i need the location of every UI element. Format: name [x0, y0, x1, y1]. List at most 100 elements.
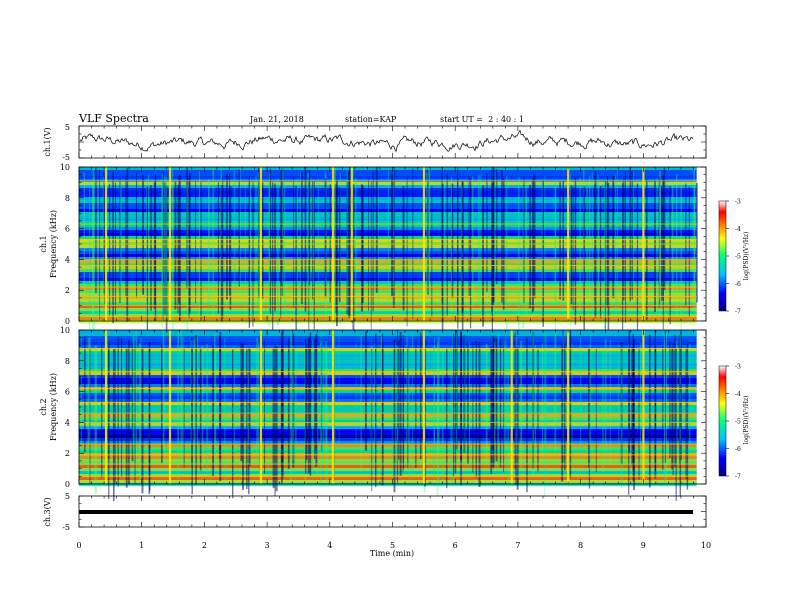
spectrogram-streak: [686, 343, 689, 490]
spectrogram-streak: [685, 183, 687, 307]
spectrogram-streak: [101, 342, 103, 478]
spectrogram-row: [79, 447, 697, 451]
spectrogram-streak: [607, 182, 610, 334]
spectrogram-streak: [392, 167, 395, 308]
spectrogram-streak: [469, 178, 472, 329]
spectrogram-streak: [112, 172, 114, 324]
spectrogram-streak: [318, 178, 319, 315]
spectrogram-streak: [119, 178, 121, 303]
spectrogram-row: [79, 336, 697, 340]
spectrogram-streak: [693, 167, 695, 289]
spectrogram-impulse: [567, 330, 570, 484]
spectrogram-streak: [496, 168, 498, 285]
spectrogram-streak: [396, 330, 399, 483]
ch3-ytick-top: 5: [65, 492, 70, 501]
spectrogram-streak: [571, 342, 573, 471]
spectrogram-streak: [688, 186, 690, 318]
spectrogram-row: [79, 441, 697, 445]
spectrogram-streak: [277, 178, 279, 326]
spectrogram-row: [79, 308, 697, 312]
spectrogram-streak: [295, 185, 297, 332]
spectrogram-streak: [541, 343, 544, 463]
spectrogram-streak: [503, 345, 505, 472]
ch2-colorbar-label: log(PSD)(V²/Hz): [743, 396, 750, 445]
spectrogram-row: [79, 342, 697, 346]
spectrogram-row: [79, 426, 697, 430]
spectrogram-streak: [372, 171, 374, 312]
spectrogram-streak: [674, 335, 676, 467]
spectrogram-streak: [89, 179, 91, 332]
spectrogram-streak: [182, 337, 184, 464]
spectrogram-streak: [606, 176, 608, 308]
spectrogram-row: [79, 408, 697, 412]
spectrogram-streak: [307, 337, 310, 474]
y-tick-label: 4: [65, 255, 70, 264]
spectrogram-streak: [427, 169, 429, 295]
spectrogram-streak: [308, 169, 311, 286]
spectrogram-streak: [631, 347, 634, 465]
spectrogram-row: [79, 167, 697, 171]
spectrogram-streak: [564, 344, 566, 471]
spectrogram-row: [79, 284, 697, 288]
spectrogram-streak: [453, 334, 455, 476]
spectrogram-streak: [461, 181, 464, 314]
spectrogram-streak: [602, 349, 604, 473]
spectrogram-streak: [312, 186, 315, 324]
spectrogram-streak: [661, 185, 663, 301]
spectrogram-streak: [280, 169, 283, 286]
spectrogram-row: [79, 197, 697, 201]
spectrogram-streak: [659, 186, 661, 316]
spectrogram-row: [79, 429, 697, 433]
spectrogram-streak: [233, 170, 236, 289]
spectrogram-streak: [631, 170, 633, 300]
spectrogram-row: [79, 227, 697, 231]
spectrogram-streak: [103, 171, 105, 294]
spectrogram-streak: [315, 333, 318, 467]
spectrogram-impulse: [168, 167, 172, 321]
spectrogram-streak: [454, 335, 457, 474]
spectrogram-streak: [280, 185, 282, 319]
spectrogram-row: [79, 209, 697, 213]
spectrogram-streak: [284, 182, 286, 317]
spectrogram-streak: [125, 177, 127, 296]
spectrogram-streak: [544, 176, 546, 294]
colorbar-tick-label: -5: [735, 419, 741, 426]
spectrogram-streak: [537, 349, 539, 472]
spectrogram-row: [79, 278, 697, 282]
spectrogram-streak: [89, 348, 91, 485]
spectrogram-streak: [214, 333, 216, 466]
spectrogram-streak: [133, 337, 135, 479]
spectrogram-row: [79, 405, 697, 409]
spectrogram-row: [79, 170, 697, 174]
spectrogram-streak: [252, 182, 254, 327]
spectrogram-streak: [554, 182, 556, 335]
spectrogram-streak: [436, 341, 439, 496]
spectrogram-streak: [412, 332, 414, 477]
spectrogram-streak: [163, 176, 166, 316]
spectrogram-streak: [191, 347, 193, 495]
spectrogram-row: [79, 173, 697, 177]
spectrogram-streak: [346, 170, 348, 311]
spectrogram-streak: [355, 343, 357, 464]
spectrogram-streak: [361, 184, 363, 312]
spectrogram-streak: [391, 346, 393, 485]
spectrogram-streak: [618, 344, 620, 464]
spectrogram-streak: [689, 343, 691, 459]
spectrogram-streak: [431, 185, 433, 318]
spectrogram-streak: [241, 343, 244, 490]
start-time-label: start UT = 2 : 40 : 1: [440, 115, 524, 124]
spectrogram-impulse: [259, 167, 263, 321]
spectrogram-streak: [256, 337, 259, 461]
spectrogram-row: [79, 215, 697, 219]
spectrogram-row: [79, 260, 697, 264]
spectrogram-streak: [212, 345, 215, 477]
spectrogram-streak: [338, 330, 340, 456]
spectrogram-streak: [102, 177, 105, 317]
spectrogram-streak: [109, 183, 111, 316]
spectrogram-streak: [208, 179, 210, 307]
spectrogram-row: [79, 314, 697, 318]
spectrogram-row: [79, 450, 697, 454]
spectrogram-streak: [679, 334, 682, 464]
spectrogram-streak: [468, 177, 470, 296]
spectrogram-streak: [104, 184, 106, 305]
